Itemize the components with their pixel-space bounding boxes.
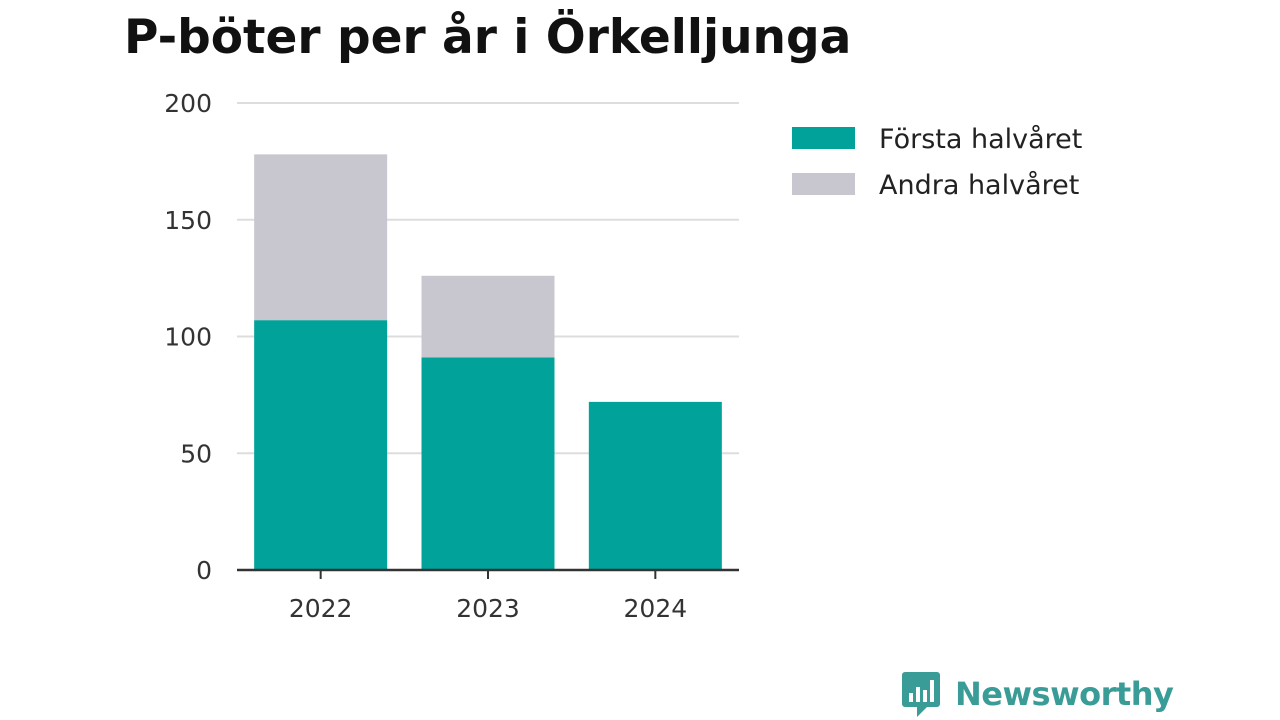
bar-2023-series-1 bbox=[421, 275, 555, 358]
bars bbox=[254, 154, 722, 570]
x-tick-label: 2024 bbox=[624, 594, 688, 623]
y-tick-label: 150 bbox=[164, 206, 212, 235]
newsworthy-logo-icon bbox=[902, 672, 940, 717]
legend-swatch bbox=[792, 173, 855, 195]
y-tick-label: 50 bbox=[180, 439, 212, 468]
legend-label: Andra halvåret bbox=[879, 170, 1079, 201]
y-axis-ticks: 0 50 100 150 200 bbox=[164, 89, 212, 585]
x-axis-ticks: 2022 2023 2024 bbox=[289, 570, 687, 623]
chart-title: P-böter per år i Örkelljunga bbox=[124, 10, 852, 65]
newsworthy-logo: Newsworthy bbox=[901, 670, 1174, 718]
brand-name: Newsworthy bbox=[955, 675, 1174, 713]
y-tick-label: 100 bbox=[164, 323, 212, 352]
legend-item: Andra halvåret bbox=[792, 170, 1079, 201]
legend-item: Första halvåret bbox=[792, 124, 1082, 155]
legend-label: Första halvåret bbox=[879, 124, 1082, 155]
bar-2022-series-0 bbox=[254, 320, 388, 570]
legend: Första halvåret Andra halvåret bbox=[792, 124, 1082, 201]
bar-2023-series-0 bbox=[421, 357, 555, 570]
legend-swatch bbox=[792, 127, 855, 149]
bar-2022-series-1 bbox=[254, 154, 388, 321]
y-tick-label: 0 bbox=[196, 556, 212, 585]
bar-2024-series-0 bbox=[588, 401, 722, 570]
y-tick-label: 200 bbox=[164, 89, 212, 118]
x-tick-label: 2023 bbox=[456, 594, 520, 623]
x-tick-label: 2022 bbox=[289, 594, 353, 623]
